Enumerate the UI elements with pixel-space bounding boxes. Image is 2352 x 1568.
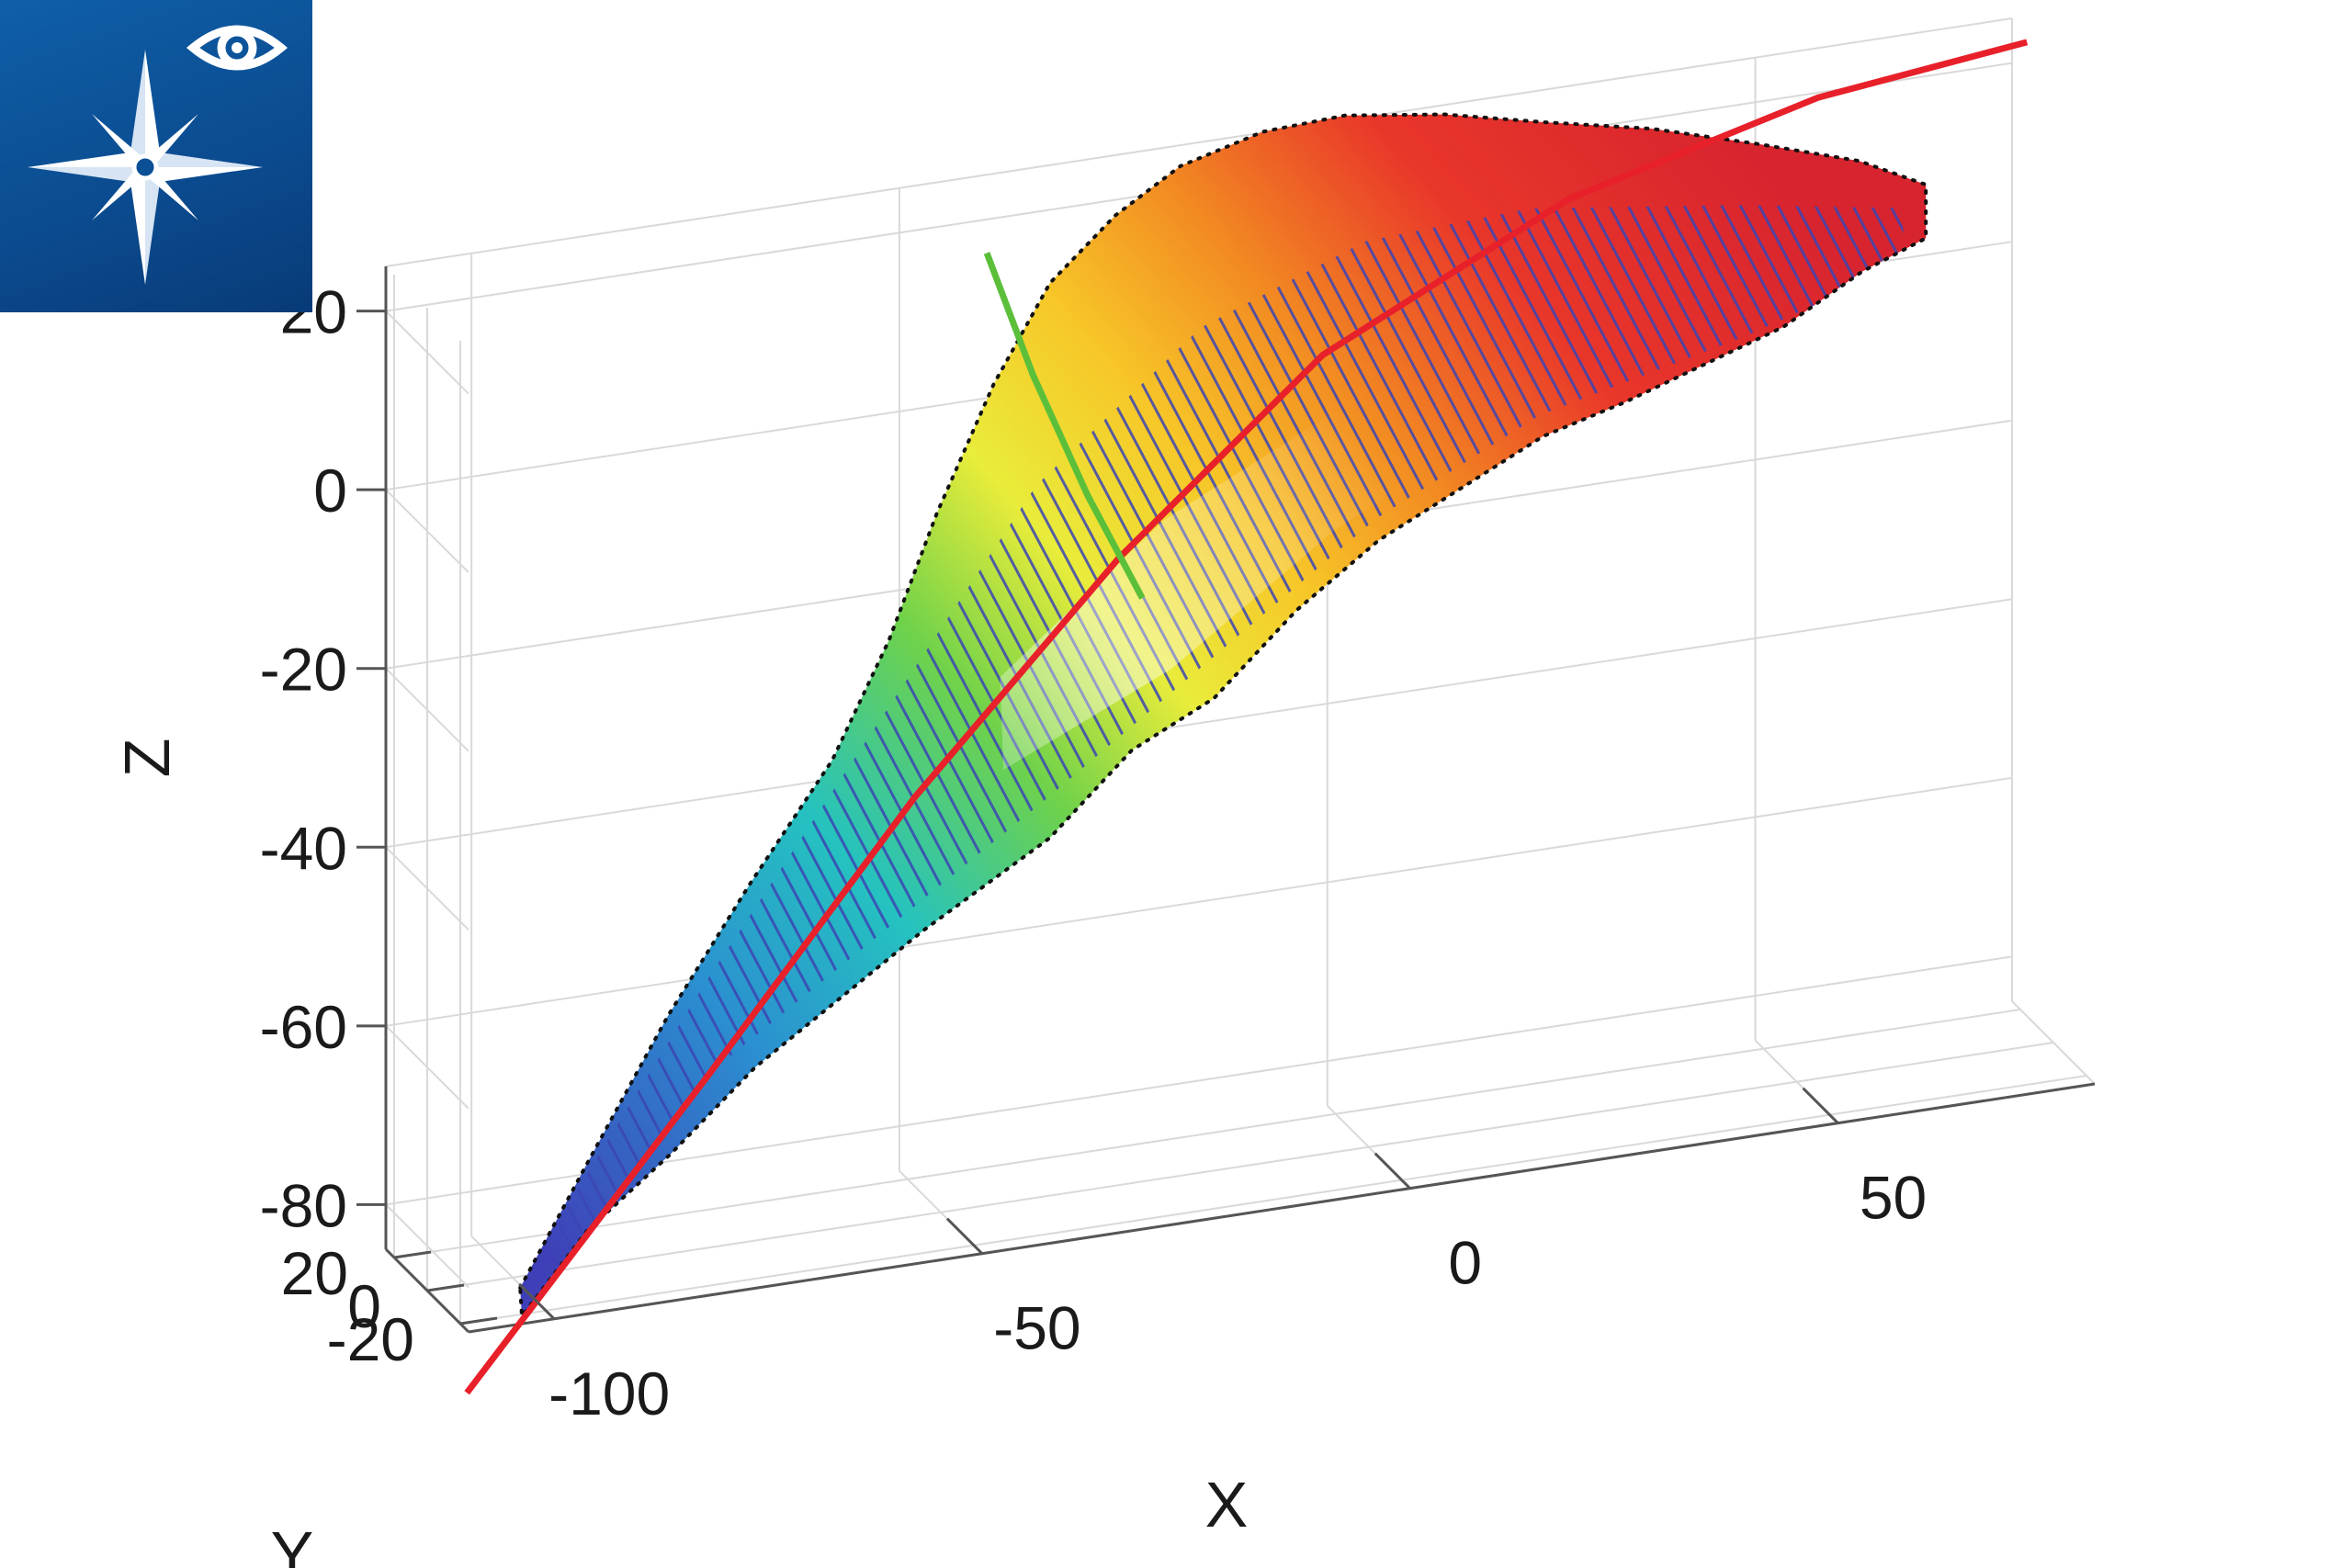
x-tick-label: -100: [548, 1359, 670, 1427]
y-tick-label: -20: [327, 1305, 414, 1373]
surface-edge-dots: [518, 112, 1928, 1322]
y-tick-mark: [393, 1250, 432, 1259]
z-tick-label: -20: [260, 636, 347, 704]
z-tick-label: 0: [313, 457, 347, 525]
compass-star-icon: [28, 50, 263, 285]
fit-line-series: [464, 39, 2029, 1395]
y-tick-mark: [426, 1283, 465, 1292]
surface-highlight: [1000, 329, 1501, 771]
cross-section-series: [983, 252, 1146, 600]
grid-line: [459, 1075, 2087, 1325]
x-tick-mark: [1802, 1087, 1839, 1124]
grid-line: [385, 776, 2013, 1027]
grid-line: [2011, 1000, 2096, 1085]
grid-line: [385, 598, 2013, 849]
x-axis-ticks: -100 -50 0 50: [518, 1087, 1927, 1427]
z-tick-label: -80: [260, 1171, 347, 1239]
y-tick-mark: [459, 1316, 498, 1325]
z-tick-label: -40: [260, 814, 347, 882]
eye-icon: [186, 25, 288, 71]
x-axis-label: X: [1205, 1469, 1249, 1540]
y-tick-label: 0: [347, 1272, 381, 1340]
brand-logo: [0, 0, 312, 312]
y-axis-label: Y: [271, 1518, 314, 1568]
z-axis-label: Z: [111, 739, 183, 778]
x-tick-mark: [1374, 1152, 1411, 1190]
x-tick-label: 0: [1448, 1229, 1482, 1297]
surface-body: [520, 114, 1927, 1316]
grid-line: [385, 17, 2013, 267]
x-tick-mark: [945, 1217, 984, 1255]
hatch-lines-series: [542, 205, 1905, 1284]
x-tick-mark: [518, 1282, 556, 1320]
y-tick-label: 20: [281, 1239, 348, 1307]
surface-plot: [518, 112, 1928, 1322]
z-tick-label: -60: [260, 993, 347, 1061]
x-axis-line: [468, 1082, 2096, 1334]
x-tick-label: 50: [1860, 1164, 1927, 1232]
grid-line: [393, 1009, 2021, 1258]
y-axis-ticks: 20 0-20: [281, 1239, 498, 1373]
x-tick-label: -50: [993, 1294, 1080, 1362]
z-axis-ticks: 200-20-40-60-80: [260, 278, 386, 1239]
grid-line: [426, 1042, 2054, 1292]
